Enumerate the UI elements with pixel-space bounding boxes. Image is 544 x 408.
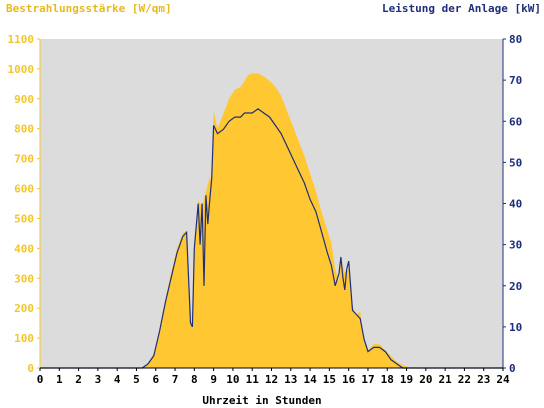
x-axis-tick-label: 17: [361, 373, 374, 386]
x-axis-tick-label: 8: [191, 373, 198, 386]
right-axis-tick-label: 50: [509, 156, 522, 169]
left-axis-tick-label: 1000: [8, 63, 35, 76]
tick-labels: 0100200300400500600700800900100011000102…: [8, 33, 523, 386]
power-line: [40, 108, 503, 369]
left-axis-tick-label: 1100: [8, 33, 35, 46]
x-axis-tick-label: 23: [477, 373, 490, 386]
right-axis-tick-label: 10: [509, 321, 522, 334]
power-series: [40, 108, 503, 369]
x-axis-tick-label: 20: [419, 373, 432, 386]
right-axis-tick-label: 40: [509, 198, 522, 211]
right-axis-tick-label: 0: [509, 362, 516, 375]
left-axis-tick-label: 400: [14, 242, 34, 255]
x-axis-tick-label: 10: [226, 373, 239, 386]
left-axis-tick-label: 700: [14, 153, 34, 166]
x-axis-tick-label: 3: [95, 373, 102, 386]
irradiance-area: [40, 73, 503, 369]
left-axis-tick-label: 600: [14, 183, 34, 196]
x-axis-tick-label: 13: [284, 373, 297, 386]
x-axis-tick-label: 1: [56, 373, 63, 386]
x-axis-tick-label: 5: [133, 373, 140, 386]
right-axis-tick-label: 20: [509, 280, 522, 293]
right-axis-tick-label: 30: [509, 239, 522, 252]
x-axis-tick-label: 7: [172, 373, 179, 386]
irradiance-series: [40, 73, 503, 369]
x-axis-tick-label: 18: [381, 373, 394, 386]
x-axis-tick-label: 2: [75, 373, 82, 386]
x-axis-tick-label: 11: [246, 373, 260, 386]
right-axis-tick-label: 60: [509, 115, 522, 128]
x-axis-label: Uhrzeit in Stunden: [202, 394, 321, 407]
left-axis-tick-label: 300: [14, 272, 34, 285]
right-axis-title: Leistung der Anlage [kW]: [382, 2, 541, 15]
left-axis-title: Bestrahlungsstärke [W/qm]: [6, 2, 172, 15]
x-axis-tick-label: 19: [400, 373, 413, 386]
x-axis-tick-label: 6: [152, 373, 159, 386]
left-axis-tick-label: 800: [14, 123, 34, 136]
left-axis-tick-label: 200: [14, 302, 34, 315]
left-axis-tick-label: 100: [14, 332, 34, 345]
x-axis-tick-label: 0: [37, 373, 44, 386]
left-axis-tick-label: 900: [14, 93, 34, 106]
x-axis-tick-label: 12: [265, 373, 278, 386]
x-axis-tick-label: 14: [303, 373, 317, 386]
left-axis-tick-label: 0: [27, 362, 34, 375]
x-axis-tick-label: 24: [496, 373, 510, 386]
axes: [37, 38, 506, 371]
x-axis-tick-label: 22: [458, 373, 471, 386]
x-axis-tick-label: 4: [114, 373, 121, 386]
x-axis-tick-label: 16: [342, 373, 356, 386]
x-axis-tick-label: 9: [210, 373, 217, 386]
x-axis-tick-label: 21: [439, 373, 453, 386]
x-axis-tick-label: 15: [323, 373, 336, 386]
right-axis-tick-label: 80: [509, 33, 522, 46]
right-axis-tick-label: 70: [509, 74, 522, 87]
left-axis-tick-label: 500: [14, 212, 34, 225]
